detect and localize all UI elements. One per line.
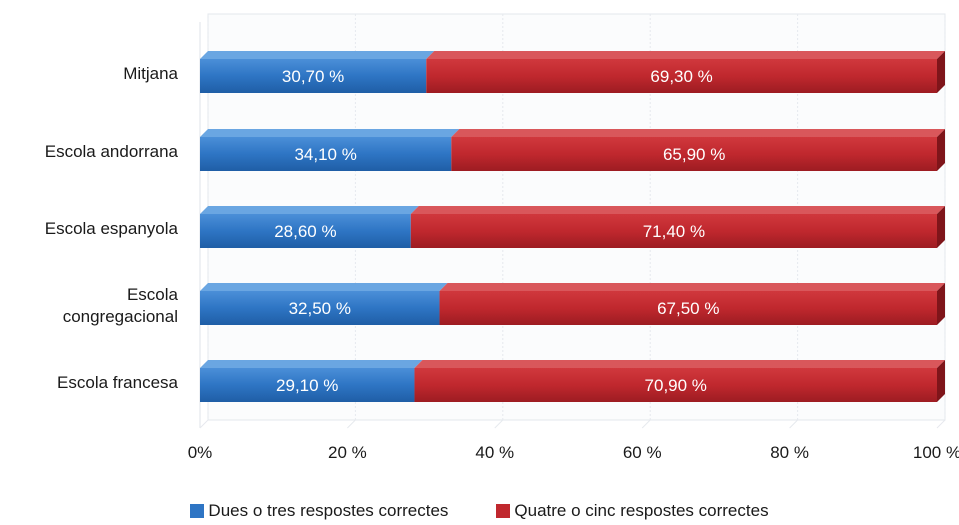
bar-value-label: 65,90 %: [663, 145, 725, 164]
bar-segment-quatre-o-cinc: [414, 368, 937, 402]
bar-value-label: 67,50 %: [657, 299, 719, 318]
legend-swatch-red: [496, 504, 511, 518]
category-label: Mitjana: [123, 64, 178, 83]
bar-side: [937, 360, 945, 402]
bar-top-red: [439, 283, 945, 291]
bar-segment-dues-o-tres: [200, 59, 427, 93]
bar-segment-dues-o-tres: [200, 137, 452, 171]
bar-segment-quatre-o-cinc: [451, 137, 937, 171]
bar-side: [937, 206, 945, 248]
bar-value-label: 28,60 %: [274, 222, 336, 241]
bar-value-label: 69,30 %: [650, 67, 712, 86]
category-label: Escola espanyola: [45, 219, 179, 238]
bars-layer: [200, 51, 946, 402]
bar-top-blue: [200, 283, 448, 291]
bar-top-red: [414, 360, 945, 368]
legend-label-series-1: Dues o tres respostes correctes: [208, 501, 449, 520]
bar-top-blue: [200, 51, 435, 59]
gridline-floor-80: [789, 419, 798, 429]
bar-segment-quatre-o-cinc: [410, 214, 938, 248]
stacked-bar-chart: 0% 20 % 40 % 60 % 80 % 100 % Mitjana Escola and…: [45, 13, 959, 462]
gridline-floor-20: [347, 419, 356, 429]
x-tick-label: 80 %: [770, 443, 809, 462]
x-tick-label: 60 %: [623, 443, 662, 462]
bar-value-label: 71,40 %: [643, 222, 705, 241]
bar-value-label: 30,70 %: [282, 67, 344, 86]
gridline-floor-0: [199, 419, 209, 429]
x-tick-label: 100 %: [913, 443, 959, 462]
bar-side: [937, 51, 945, 93]
gridline-floor-40: [494, 419, 504, 429]
bar-side: [937, 129, 945, 171]
bar-top-red: [426, 51, 945, 59]
bar-segment-dues-o-tres: [200, 368, 415, 402]
legend-item-series-1: Dues o tres respostes correctes: [190, 501, 448, 521]
bar-top-blue: [200, 360, 423, 368]
bar-value-label: 70,90 %: [645, 376, 707, 395]
x-tick-label: 0%: [188, 443, 213, 462]
labels-layer: 0% 20 % 40 % 60 % 80 % 100 % Mitjana Escola and…: [45, 64, 959, 462]
x-tick-label: 40 %: [475, 443, 514, 462]
bar-segment-dues-o-tres: [200, 214, 411, 248]
bar-top-red: [410, 206, 946, 214]
legend: Dues o tres respostes correctes Quatre o…: [0, 498, 959, 524]
bar-segment-quatre-o-cinc: [426, 59, 937, 93]
bar-value-label: 32,50 %: [289, 299, 351, 318]
bar-top-red: [451, 129, 945, 137]
legend-label-series-2: Quatre o cinc respostes correctes: [514, 501, 769, 520]
bar-segment-quatre-o-cinc: [439, 291, 937, 325]
category-label: Escola congregacional: [63, 285, 179, 326]
gridline-floor-100: [936, 419, 946, 429]
bar-value-label: 29,10 %: [276, 376, 338, 395]
gridline-floor-60: [641, 419, 651, 429]
bar-top-blue: [200, 129, 460, 137]
category-label: Escola francesa: [57, 373, 178, 392]
legend-swatch-blue: [190, 504, 205, 518]
bar-side: [937, 283, 945, 325]
bar-segment-dues-o-tres: [200, 291, 440, 325]
x-tick-label: 20 %: [328, 443, 367, 462]
category-label: Escola andorrana: [45, 142, 179, 161]
bar-value-label: 34,10 %: [294, 145, 356, 164]
legend-item-series-2: Quatre o cinc respostes correctes: [496, 501, 769, 521]
bar-top-blue: [200, 206, 419, 214]
